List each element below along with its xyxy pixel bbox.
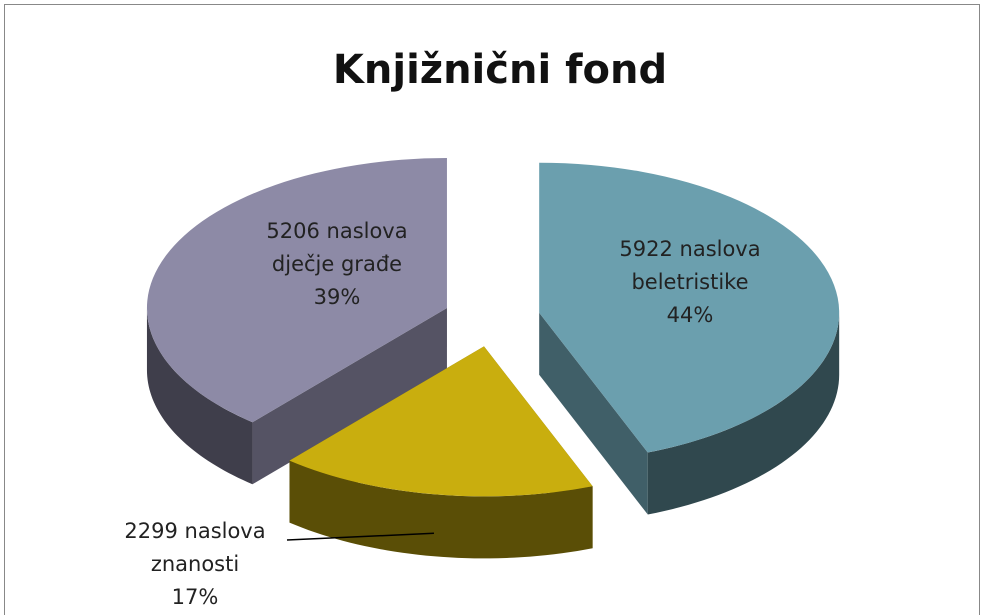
slice xyxy=(289,346,593,497)
pie xyxy=(146,158,840,559)
data-label: 5922 naslova beletristike 44% xyxy=(619,237,760,327)
data-label-line: 5206 naslova xyxy=(266,219,407,243)
data-label-line: 2299 naslova xyxy=(124,519,265,543)
slice-side xyxy=(647,312,840,515)
data-label-line: znanosti xyxy=(151,552,239,576)
data-label-line: 17% xyxy=(172,585,219,609)
slice-wall xyxy=(539,312,648,515)
data-label-line: beletristike xyxy=(631,270,748,294)
data-label: 5206 naslova dječje građe 39% xyxy=(266,219,407,309)
slice xyxy=(146,158,447,423)
data-label-line: 39% xyxy=(314,285,361,309)
data-label-line: 5922 naslova xyxy=(619,237,760,261)
leader-line xyxy=(286,532,435,541)
slice xyxy=(539,162,840,453)
chart-title: Knjižnični fond xyxy=(333,47,667,93)
data-label-line: dječje građe xyxy=(272,252,402,276)
data-label-line: 44% xyxy=(667,303,714,327)
slice-wall xyxy=(252,308,447,485)
slice-side xyxy=(289,460,593,559)
slice-side xyxy=(146,308,253,485)
labels: 5922 naslova beletristike 44% 2299 naslova z… xyxy=(124,219,760,609)
data-label: 2299 naslova znanosti 17% xyxy=(124,519,265,609)
